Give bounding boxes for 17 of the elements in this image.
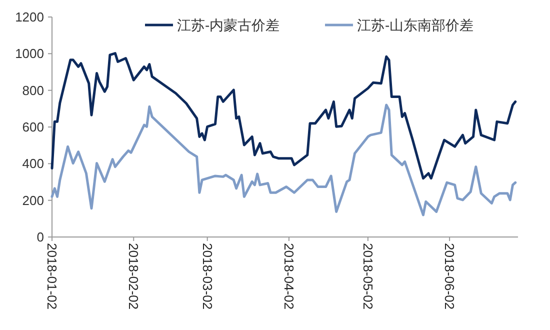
y-tick-label: 1000 (15, 46, 44, 62)
x-tick-label: 2018-03-02 (200, 243, 215, 310)
y-tick-label: 1200 (15, 10, 44, 25)
x-tick-label: 2018-02-02 (126, 243, 142, 310)
y-tick-label: 600 (22, 120, 44, 135)
y-tick-label: 0 (36, 230, 44, 245)
legend-label: 江苏-内蒙古价差 (177, 16, 280, 33)
y-tick-label: 400 (22, 156, 44, 172)
x-tick-label: 2018-06-02 (442, 243, 457, 310)
line-series (50, 52, 517, 180)
line-series (50, 104, 517, 216)
legend-label: 江苏-山东南部价差 (357, 16, 474, 33)
y-tick-label: 800 (22, 82, 44, 98)
y-tick-label: 200 (22, 192, 44, 208)
x-tick-label: 2018-01-02 (44, 243, 60, 310)
x-tick-label: 2018-04-02 (281, 243, 296, 310)
x-tick-label: 2018-05-02 (360, 243, 376, 310)
